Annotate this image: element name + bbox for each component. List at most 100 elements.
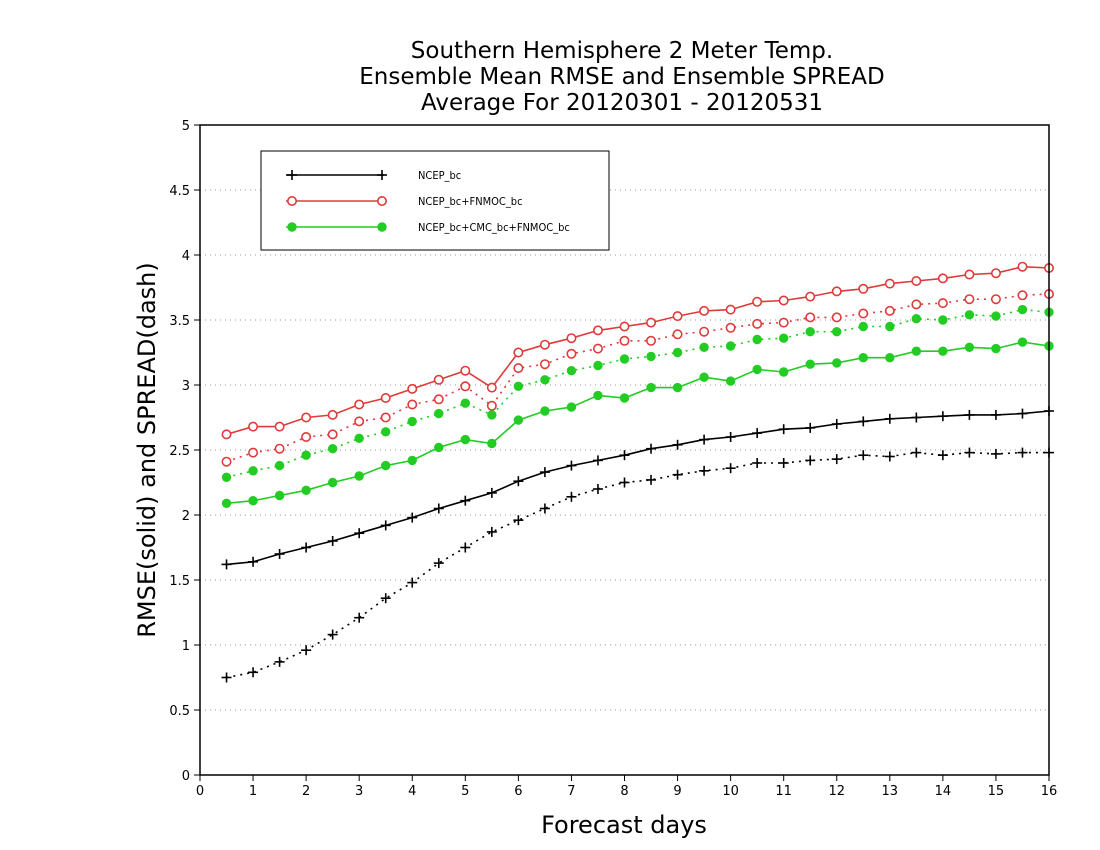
data-point — [513, 363, 524, 374]
data-point — [699, 372, 709, 382]
data-point — [699, 465, 710, 476]
x-tick-label: 11 — [775, 784, 792, 799]
x-tick-label: 14 — [935, 784, 952, 799]
data-point — [911, 299, 922, 310]
data-point — [831, 419, 842, 429]
data-point — [407, 416, 417, 427]
data-point — [566, 402, 577, 412]
data-point — [831, 454, 842, 465]
data-point — [1017, 447, 1028, 458]
data-point — [778, 295, 789, 306]
data-point — [221, 472, 232, 482]
data-point — [805, 422, 816, 433]
data-point — [513, 415, 524, 425]
data-point — [274, 443, 285, 454]
data-point — [699, 434, 710, 445]
data-point — [752, 296, 763, 307]
data-point — [964, 294, 975, 305]
legend-marker — [377, 222, 387, 232]
data-point — [911, 275, 922, 286]
data-point — [592, 343, 603, 354]
series-ncep-bc-cmc-bc-fnmoc-bc-rmse — [221, 337, 1054, 508]
data-point — [646, 382, 656, 393]
data-point — [513, 476, 524, 487]
x-tick-label: 4 — [408, 784, 416, 799]
data-point — [672, 469, 683, 480]
data-point — [646, 317, 657, 328]
x-axis-label: Forecast days — [541, 811, 707, 839]
data-point — [990, 448, 1001, 459]
data-point — [858, 283, 869, 294]
data-point — [884, 278, 895, 289]
data-point — [513, 381, 524, 391]
data-point — [778, 424, 789, 435]
data-point — [858, 450, 869, 461]
data-point — [301, 412, 312, 423]
data-point — [832, 327, 842, 337]
data-point — [433, 394, 444, 405]
data-point — [248, 556, 259, 567]
data-point — [778, 333, 789, 343]
series-ncep-bc-spread — [221, 447, 1054, 683]
data-point — [274, 460, 285, 471]
series-line — [226, 451, 1049, 679]
y-tick-label: 3.5 — [169, 314, 190, 329]
data-point — [699, 342, 709, 352]
data-point — [592, 325, 603, 336]
data-point — [221, 429, 232, 440]
data-point — [990, 294, 1001, 305]
data-point — [991, 343, 1001, 354]
data-point — [725, 432, 736, 442]
data-point — [725, 376, 736, 386]
y-tick-label: 4.5 — [169, 184, 190, 199]
data-point — [672, 347, 683, 358]
data-point — [805, 455, 816, 466]
series-ncep-bc-cmc-bc-fnmoc-bc-spread — [221, 304, 1054, 482]
y-tick-label: 0 — [182, 769, 190, 784]
data-point — [380, 392, 391, 403]
data-point — [858, 321, 868, 332]
data-point — [354, 528, 365, 539]
data-point — [460, 365, 471, 376]
legend: NCEP_bc NCEP_bc+FNMOC_bc NCEP_bc+CMC_bc+FN… — [260, 150, 610, 251]
data-point — [486, 526, 497, 537]
data-point — [884, 305, 895, 316]
data-point — [964, 310, 975, 320]
data-point — [990, 268, 1001, 279]
data-point — [778, 317, 789, 328]
data-point — [460, 495, 471, 506]
data-point — [513, 515, 524, 526]
data-point — [380, 520, 391, 531]
x-tick-label: 13 — [882, 784, 899, 799]
data-point — [460, 398, 471, 408]
data-point — [381, 460, 391, 471]
data-point — [778, 367, 789, 377]
data-point — [487, 438, 497, 449]
data-point — [593, 360, 603, 371]
data-point — [672, 382, 683, 393]
data-point — [964, 447, 975, 458]
data-point — [539, 503, 550, 514]
data-point — [539, 467, 550, 478]
data-point — [327, 477, 338, 488]
data-point — [354, 433, 364, 443]
data-point — [725, 463, 736, 474]
data-point — [248, 667, 259, 678]
title-line-1: Southern Hemisphere 2 Meter Temp. — [411, 38, 833, 64]
data-point — [274, 656, 285, 667]
x-tick-label: 3 — [355, 784, 363, 799]
legend-marker — [376, 196, 387, 207]
legend-item: NCEP_bc+CMC_bc+FNMOC_bc — [286, 221, 570, 234]
data-point — [672, 439, 683, 450]
data-point — [539, 339, 550, 350]
data-point — [619, 354, 630, 364]
data-point — [646, 443, 657, 454]
legend-marker — [286, 196, 297, 207]
data-point — [433, 374, 444, 385]
data-point — [911, 314, 922, 324]
data-point — [407, 577, 418, 588]
y-axis-ticks: 0 0.5 1 1.5 2 2.5 3 3.5 4 4.5 5 — [169, 119, 200, 784]
data-point — [619, 477, 630, 488]
data-point — [301, 450, 311, 460]
data-point — [831, 286, 842, 297]
